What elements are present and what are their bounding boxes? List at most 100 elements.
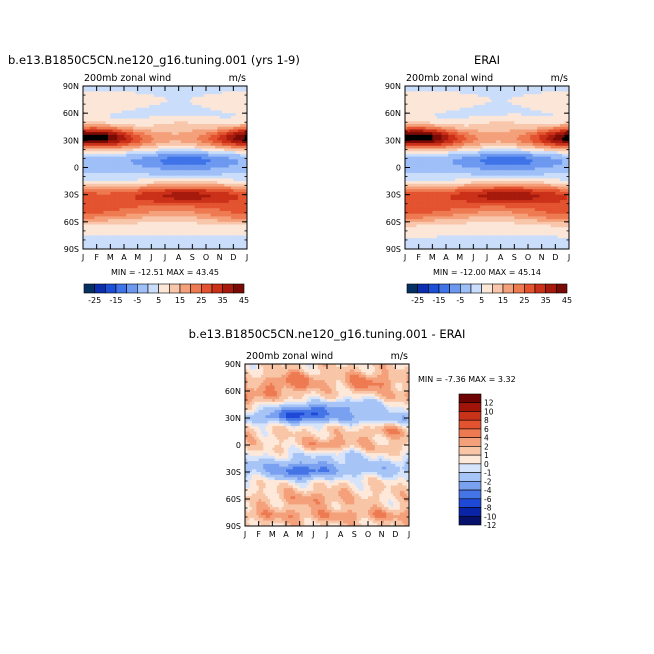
contour-cell xyxy=(502,94,506,98)
contour-cell xyxy=(105,115,109,119)
contour-cell xyxy=(219,208,223,212)
contour-cell xyxy=(96,99,100,103)
contour-cell xyxy=(151,132,154,136)
contour-cell xyxy=(144,118,148,122)
contour-cell xyxy=(133,202,136,206)
contour-cell xyxy=(121,227,125,231)
contour-cell xyxy=(199,172,202,176)
contour-cell xyxy=(242,118,246,122)
contour-cell xyxy=(215,219,218,223)
contour-cell xyxy=(206,118,209,122)
contour-cell xyxy=(231,86,234,90)
contour-cell xyxy=(518,96,522,100)
contour-cell xyxy=(208,115,211,119)
contour-cell xyxy=(133,164,136,168)
contour-cell xyxy=(178,167,182,171)
contour-cell xyxy=(169,159,173,163)
contour-cell xyxy=(135,124,139,128)
contour-cell xyxy=(130,124,134,128)
contour-cell xyxy=(167,118,170,122)
contour-cell xyxy=(187,143,191,147)
contour-cell xyxy=(112,219,116,223)
contour-cell xyxy=(146,134,150,138)
contour-cell xyxy=(192,221,195,225)
contour-cell xyxy=(94,110,98,114)
contour-cell xyxy=(231,202,234,206)
contour-cell xyxy=(237,175,241,179)
contour-cell xyxy=(171,238,175,242)
contour-cell xyxy=(119,96,123,100)
contour-cell xyxy=(83,224,86,228)
contour-cell xyxy=(165,113,168,117)
contour-cell xyxy=(114,229,118,234)
contour-cell xyxy=(165,156,168,160)
contour-cell xyxy=(121,186,125,190)
contour-cell xyxy=(196,129,200,133)
contour-cell xyxy=(126,197,129,201)
contour-cell xyxy=(142,172,145,176)
contour-cell xyxy=(121,129,125,133)
contour-cell xyxy=(133,126,136,130)
contour-cell xyxy=(151,205,154,209)
contour-cell xyxy=(96,124,100,128)
contour-cell xyxy=(124,137,127,141)
contour-cell xyxy=(167,129,170,133)
contour-cell xyxy=(126,107,129,111)
contour-cell xyxy=(190,107,193,111)
contour-cell xyxy=(114,88,118,92)
contour-cell xyxy=(206,197,209,201)
contour-cell xyxy=(105,183,109,187)
contour-cell xyxy=(192,153,195,157)
contour-cell xyxy=(226,156,230,160)
contour-cell xyxy=(185,102,189,106)
contour-cell xyxy=(482,94,486,98)
contour-cell xyxy=(409,96,413,100)
contour-cell xyxy=(85,107,88,111)
contour-cell xyxy=(101,94,104,98)
contour-cell xyxy=(240,229,243,234)
contour-cell xyxy=(162,132,166,136)
contour-cell xyxy=(165,86,168,90)
contour-cell xyxy=(114,167,118,171)
contour-cell xyxy=(482,91,486,95)
contour-cell xyxy=(96,181,100,185)
contour-cell xyxy=(176,210,180,215)
contour-cell xyxy=(206,140,209,144)
contour-cell xyxy=(126,140,129,144)
contour-cell xyxy=(83,151,86,155)
contour-cell xyxy=(144,208,148,212)
contour-cell xyxy=(233,145,236,149)
contour-cell xyxy=(215,105,218,109)
contour-cell xyxy=(185,140,189,144)
y-tick-label: 60S xyxy=(64,218,79,227)
contour-cell xyxy=(101,86,104,90)
contour-cell xyxy=(187,178,191,182)
contour-cell xyxy=(464,86,467,90)
contour-cell xyxy=(221,208,225,212)
contour-cell xyxy=(185,156,189,160)
contour-cell xyxy=(155,94,159,98)
contour-cell xyxy=(130,186,134,190)
contour-cell xyxy=(155,134,159,138)
contour-cell xyxy=(233,210,236,215)
contour-cell xyxy=(185,183,189,187)
contour-cell xyxy=(448,102,451,106)
contour-cell xyxy=(169,167,173,171)
contour-cell xyxy=(105,110,109,114)
contour-cell xyxy=(85,94,88,98)
contour-cell xyxy=(516,102,520,106)
contour-cell xyxy=(130,126,134,130)
contour-cell xyxy=(201,197,205,201)
contour-cell xyxy=(525,96,529,100)
contour-cell xyxy=(178,88,182,92)
contour-cell xyxy=(128,115,132,119)
contour-cell xyxy=(117,162,120,166)
contour-cell xyxy=(171,172,175,176)
contour-cell xyxy=(210,143,214,147)
contour-cell xyxy=(237,167,241,171)
contour-cell xyxy=(233,246,236,250)
contour-cell xyxy=(112,162,116,166)
contour-cell xyxy=(85,124,88,128)
contour-cell xyxy=(221,200,225,204)
contour-cell xyxy=(210,221,214,225)
